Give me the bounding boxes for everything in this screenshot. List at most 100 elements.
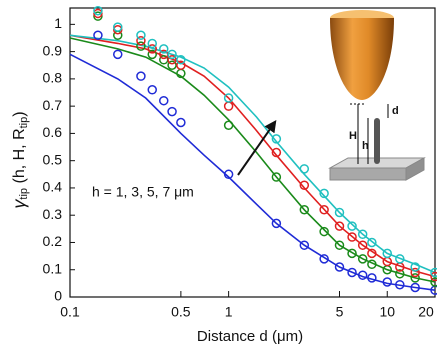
plot-frame (69, 7, 436, 298)
data-point (430, 271, 437, 282)
data-point (167, 49, 177, 60)
data-point (176, 55, 186, 65)
data-point (136, 41, 146, 51)
data-point (136, 71, 146, 81)
data-point (410, 262, 420, 272)
x-tick-label: 10 (379, 304, 395, 320)
data-point (223, 169, 234, 180)
inset: H h d (328, 10, 426, 181)
x-tick-label: 20 (418, 304, 434, 320)
data-point (271, 218, 282, 229)
y-tick-label: 0.7 (43, 97, 63, 113)
y-tick-label: 0.9 (43, 42, 63, 58)
x-axis-label: Distance d (μm) (197, 328, 303, 345)
data-point (347, 267, 357, 278)
data-point (430, 277, 437, 287)
inset-label: H (349, 130, 357, 142)
data-point (430, 267, 437, 278)
data-point (334, 262, 345, 272)
data-point (410, 267, 420, 278)
data-point (299, 205, 310, 215)
inset-label: h (362, 140, 369, 152)
data-point (334, 221, 345, 231)
data-point (395, 254, 405, 264)
x-tick-label: 1 (225, 304, 233, 320)
data-point (299, 180, 310, 190)
fit-line (69, 34, 436, 278)
plate-front (329, 167, 407, 181)
data-point (357, 254, 368, 264)
data-point (93, 8, 103, 19)
data-point (299, 164, 310, 174)
data-point (357, 229, 368, 240)
data-point (357, 270, 368, 280)
data-point (382, 277, 392, 287)
data-point (334, 240, 345, 250)
data-point (113, 25, 123, 35)
data-point (367, 237, 377, 248)
data-point (347, 248, 357, 259)
data-point (93, 30, 103, 41)
data-point (271, 172, 282, 182)
data-point (395, 269, 405, 279)
data-point (395, 279, 405, 290)
y-tick-label: 0 (54, 288, 62, 304)
data-point (271, 147, 282, 158)
data-point (93, 5, 103, 16)
data-point (147, 44, 157, 54)
data-point (357, 240, 368, 250)
data-point (93, 11, 103, 21)
y-tick-label: 0.6 (43, 124, 63, 140)
tip (330, 18, 394, 100)
data-point (347, 232, 357, 242)
data-point (223, 101, 234, 111)
data-point (147, 38, 157, 49)
data-point (167, 55, 177, 65)
y-tick-label: 0.4 (43, 179, 63, 195)
data-point (223, 93, 234, 103)
data-point (136, 35, 146, 46)
data-point (334, 207, 345, 218)
data-point (147, 49, 157, 60)
y-tick-label: 0.3 (43, 206, 63, 222)
x-tick-label: 0.5 (171, 304, 191, 320)
data-point (113, 49, 123, 60)
y-tick-label: 0.5 (43, 151, 63, 167)
pillar (374, 118, 380, 164)
y-tick-label: 0.8 (43, 70, 63, 86)
data-point (299, 240, 310, 250)
data-point (319, 205, 329, 215)
data-point (136, 30, 146, 41)
data-point (176, 117, 186, 128)
data-point (271, 134, 282, 144)
data-point (367, 273, 377, 283)
y-tick-label: 0.2 (43, 233, 63, 249)
x-tick-label: 5 (336, 304, 344, 320)
data-point (319, 226, 329, 237)
data-point (159, 95, 169, 106)
plate-side (405, 157, 425, 181)
data-point (176, 60, 186, 71)
data-point (167, 60, 177, 71)
data-point (410, 273, 420, 283)
y-tick-label: 1 (54, 15, 62, 31)
data-point (367, 259, 377, 270)
data-point (410, 282, 420, 293)
y-axis-label: γtip (h, H, Rtip) (9, 111, 30, 208)
data-point (367, 248, 377, 259)
inset-label: d (392, 105, 399, 117)
annotation: h = 1, 3, 5, 7 μm (92, 184, 194, 200)
data-point (347, 221, 357, 231)
arrow (237, 120, 277, 176)
data-point (113, 22, 123, 32)
x-tick-label: 0.1 (60, 304, 80, 320)
data-point (319, 188, 329, 199)
data-point (147, 85, 157, 95)
y-tick-label: 0.1 (43, 260, 63, 276)
data-point (159, 44, 169, 54)
data-point (167, 106, 177, 117)
data-point (382, 248, 392, 259)
data-point (223, 120, 234, 130)
data-point (319, 254, 329, 264)
